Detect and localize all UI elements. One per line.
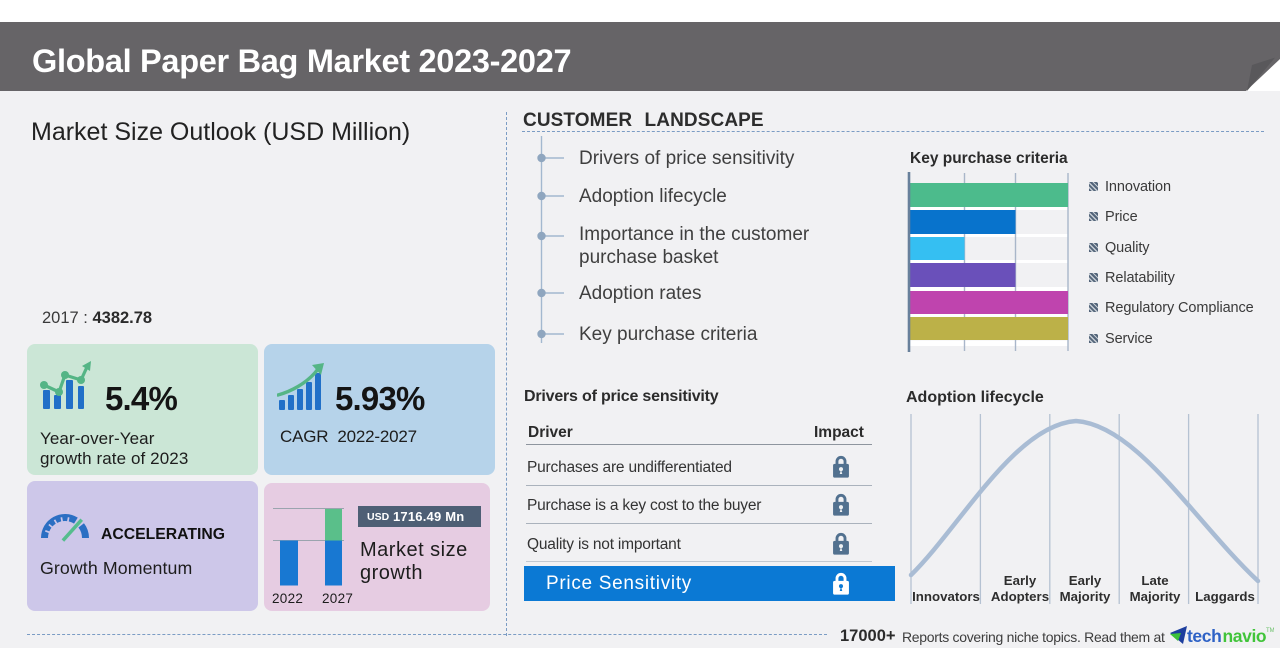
svg-text:navio: navio <box>1223 626 1267 646</box>
svg-text:tech: tech <box>1187 626 1221 646</box>
svg-text:TM: TM <box>1266 628 1274 634</box>
